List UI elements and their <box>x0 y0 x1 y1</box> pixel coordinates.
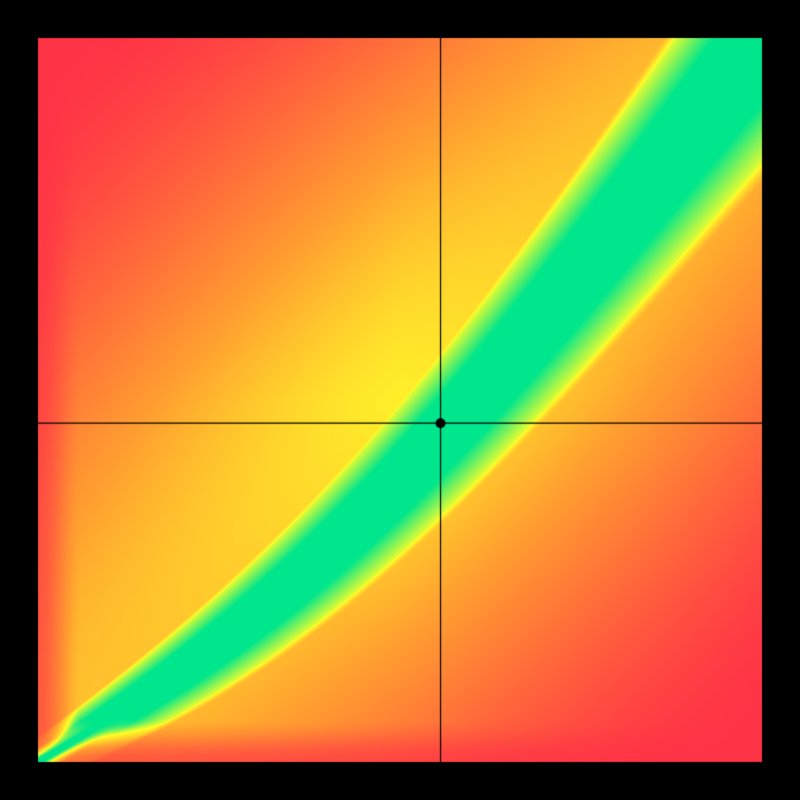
bottleneck-heatmap <box>0 0 800 800</box>
chart-container: TheBottleneck.com <box>0 0 800 800</box>
watermark-text: TheBottleneck.com <box>548 5 760 32</box>
